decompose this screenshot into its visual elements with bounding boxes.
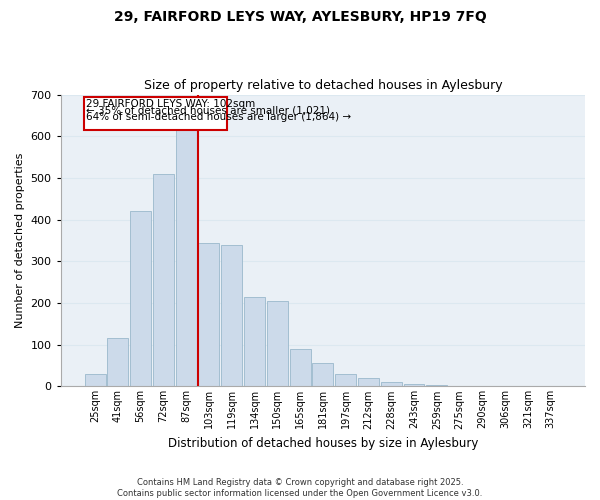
Bar	[267, 301, 288, 386]
FancyBboxPatch shape	[84, 96, 227, 130]
Bar	[404, 384, 424, 386]
Bar	[176, 124, 197, 386]
Text: 29 FAIRFORD LEYS WAY: 102sqm: 29 FAIRFORD LEYS WAY: 102sqm	[86, 98, 256, 108]
Bar	[199, 242, 220, 386]
Bar	[244, 297, 265, 386]
Y-axis label: Number of detached properties: Number of detached properties	[15, 153, 25, 328]
Bar	[426, 385, 447, 386]
Text: Contains HM Land Registry data © Crown copyright and database right 2025.
Contai: Contains HM Land Registry data © Crown c…	[118, 478, 482, 498]
Bar	[290, 349, 311, 387]
Bar	[358, 378, 379, 386]
X-axis label: Distribution of detached houses by size in Aylesbury: Distribution of detached houses by size …	[167, 437, 478, 450]
Bar	[85, 374, 106, 386]
Text: 29, FAIRFORD LEYS WAY, AYLESBURY, HP19 7FQ: 29, FAIRFORD LEYS WAY, AYLESBURY, HP19 7…	[113, 10, 487, 24]
Bar	[107, 338, 128, 386]
Bar	[153, 174, 174, 386]
Title: Size of property relative to detached houses in Aylesbury: Size of property relative to detached ho…	[143, 79, 502, 92]
Bar	[313, 364, 334, 386]
Bar	[335, 374, 356, 386]
Text: ← 35% of detached houses are smaller (1,021): ← 35% of detached houses are smaller (1,…	[86, 106, 331, 116]
Bar	[381, 382, 401, 386]
Text: 64% of semi-detached houses are larger (1,864) →: 64% of semi-detached houses are larger (…	[86, 112, 352, 122]
Bar	[221, 244, 242, 386]
Bar	[130, 212, 151, 386]
